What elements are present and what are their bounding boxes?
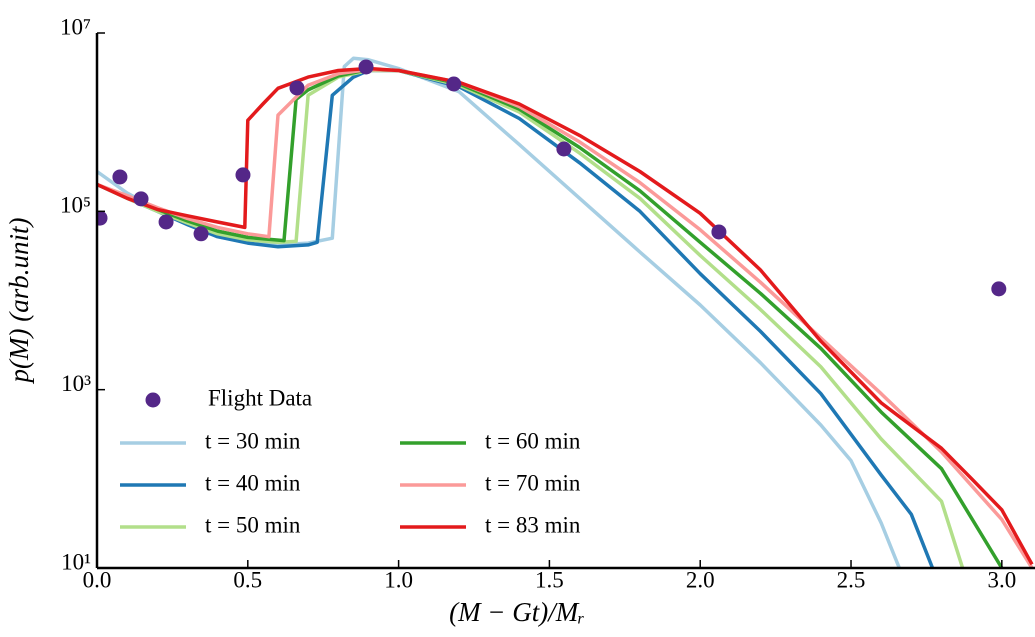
legend-label: t = 70 min bbox=[485, 470, 581, 495]
plot-area bbox=[97, 56, 1034, 569]
legend-label: t = 50 min bbox=[205, 512, 301, 537]
x-tick-label: 1.0 bbox=[384, 567, 413, 592]
data-point bbox=[193, 226, 209, 242]
y-tick-label: 10¹ bbox=[61, 549, 91, 574]
data-point bbox=[158, 214, 174, 230]
data-point bbox=[446, 76, 462, 92]
x-tick-label: 0.0 bbox=[83, 567, 112, 592]
y-tick-label: 10⁷ bbox=[60, 14, 91, 39]
legend-marker bbox=[145, 392, 161, 408]
x-axis-label: (M − Gt)/Mᵣ bbox=[449, 597, 585, 627]
data-point bbox=[97, 210, 108, 226]
data-point bbox=[235, 167, 251, 183]
data-point bbox=[556, 141, 572, 157]
data-point bbox=[711, 224, 727, 240]
data-point bbox=[133, 191, 149, 207]
series-line bbox=[97, 66, 1034, 566]
x-tick-label: 1.5 bbox=[535, 567, 564, 592]
x-tick-label: 3.0 bbox=[987, 567, 1016, 592]
data-point bbox=[289, 80, 305, 96]
x-tick-label: 2.5 bbox=[837, 567, 866, 592]
data-point bbox=[358, 59, 374, 75]
legend-label: t = 60 min bbox=[485, 428, 581, 453]
y-axis-label: p(M) (arb.unit) bbox=[4, 218, 34, 385]
legend-label: Flight Data bbox=[208, 385, 312, 410]
y-tick-label: 10³ bbox=[61, 371, 91, 396]
x-tick-label: 2.0 bbox=[686, 567, 715, 592]
data-point bbox=[991, 281, 1007, 297]
y-tick-label: 10⁵ bbox=[60, 193, 91, 218]
legend-label: t = 83 min bbox=[485, 512, 581, 537]
legend-label: t = 40 min bbox=[205, 470, 301, 495]
data-point bbox=[112, 169, 128, 185]
x-tick-label: 0.5 bbox=[233, 567, 262, 592]
legend-label: t = 30 min bbox=[205, 428, 301, 453]
